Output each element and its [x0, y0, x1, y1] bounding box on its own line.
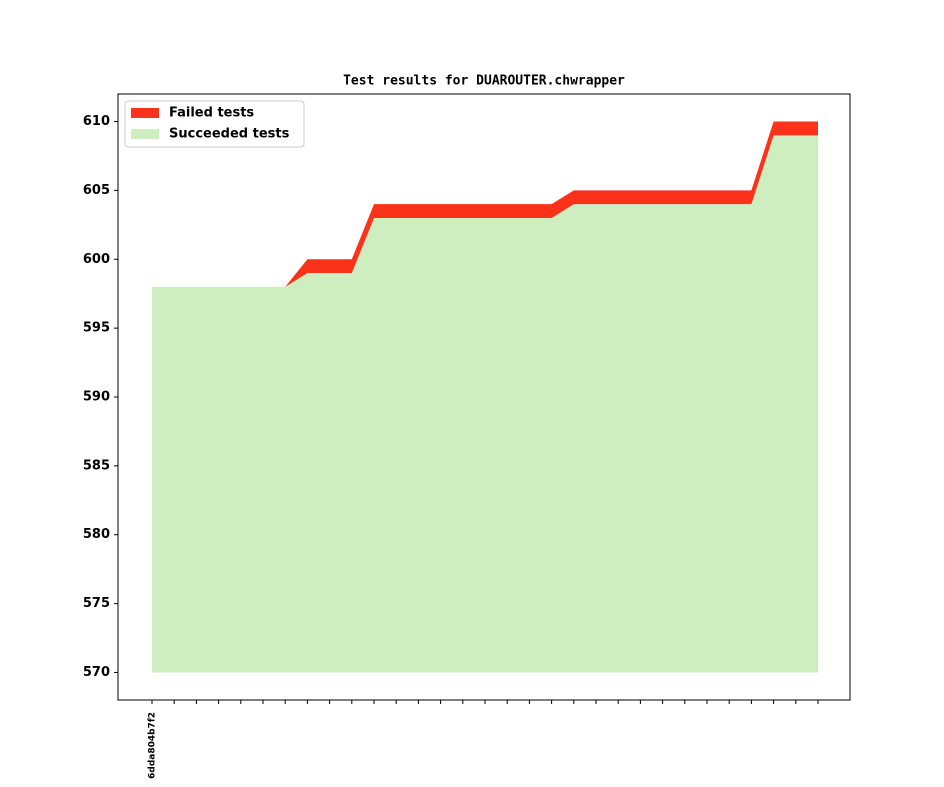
plot-area — [152, 121, 818, 673]
legend-swatch — [131, 129, 159, 139]
y-tick-label: 570 — [83, 665, 110, 680]
y-tick-label: 595 — [83, 321, 110, 336]
area — [152, 121, 818, 287]
y-tick-label: 580 — [83, 527, 110, 542]
legend-box — [124, 100, 305, 148]
legend-label: Succeeded tests — [169, 127, 290, 142]
y-tick-label: 585 — [83, 458, 110, 473]
legend-label: Failed tests — [169, 106, 254, 121]
chart-title: Test results for DUAROUTER.chwrapper — [343, 74, 625, 89]
area — [152, 135, 818, 673]
y-tick-label: 575 — [83, 596, 110, 611]
y-tick-label: 605 — [83, 183, 110, 198]
legend-swatch — [131, 108, 159, 118]
y-tick-label: 590 — [83, 390, 110, 405]
x-tick-label: 6dda804b7f2 — [148, 712, 158, 779]
y-tick-label: 600 — [83, 252, 110, 267]
y-tick-label: 610 — [83, 114, 110, 129]
